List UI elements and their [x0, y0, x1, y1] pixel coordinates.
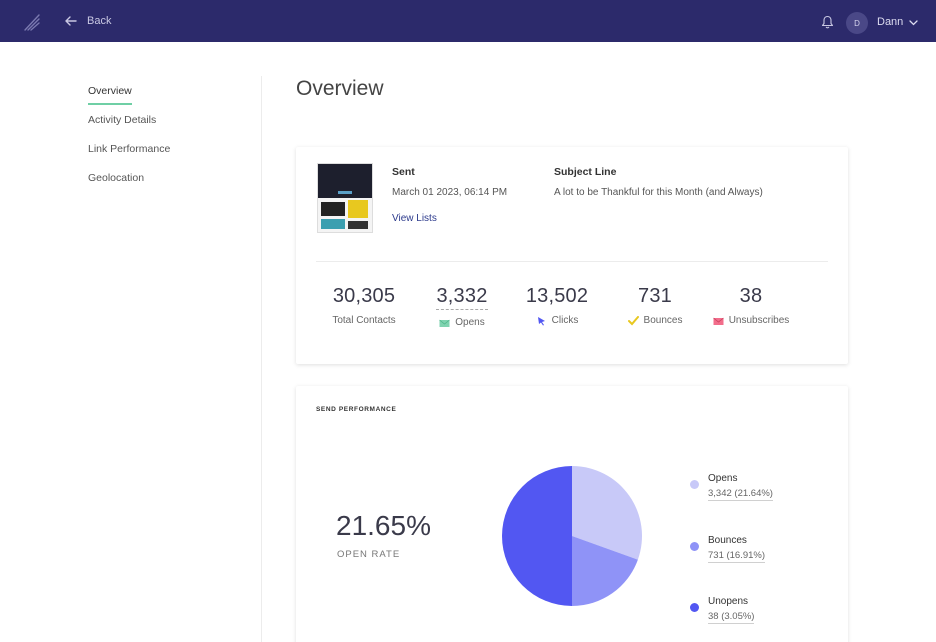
stat-label-row: Unsubscribes	[710, 315, 792, 326]
open-rate-label: OPEN RATE	[337, 549, 401, 560]
stat-label-row: Opens	[434, 317, 490, 328]
stat-total-contacts: 30,305 Total Contacts	[330, 285, 398, 326]
stat-value: 3,332	[436, 285, 488, 310]
legend-value[interactable]: 731 (16.91%)	[708, 550, 766, 563]
thumbnail-button	[338, 191, 352, 194]
bell-icon[interactable]	[821, 15, 834, 29]
sidebar-item-label: Overview	[88, 84, 132, 105]
send-performance-card: SEND PERFORMANCE 21.65% OPEN RATE Opens …	[296, 386, 848, 642]
stat-opens[interactable]: 3,332 Opens	[434, 285, 490, 328]
legend-dot	[690, 542, 699, 551]
sidebar-item-link-performance[interactable]: Link Performance	[88, 142, 170, 171]
back-label: Back	[87, 15, 112, 27]
app-logo-icon[interactable]	[22, 12, 42, 32]
sidebar-divider	[261, 76, 262, 642]
thumbnail-block	[321, 219, 345, 229]
stat-label-row: Clicks	[522, 315, 592, 326]
avatar-initial: D	[854, 18, 860, 28]
sidebar-item-label: Geolocation	[88, 172, 145, 184]
stat-label-row: Bounces	[624, 315, 686, 326]
avatar[interactable]: D	[846, 12, 868, 34]
thumbnail-block	[321, 202, 345, 216]
sidebar-item-overview[interactable]: Overview	[88, 84, 170, 113]
top-navigation-bar: Back D Dann	[0, 0, 936, 42]
pie-slice-bounces[interactable]	[572, 536, 638, 606]
legend-value[interactable]: 3,342 (21.64%)	[708, 488, 773, 501]
stat-value: 38	[739, 285, 763, 307]
legend-name: Opens	[708, 473, 738, 484]
check-icon	[627, 315, 639, 325]
legend-dot	[690, 480, 699, 489]
send-performance-pie-chart	[502, 466, 642, 606]
sidebar-item-label: Link Performance	[88, 143, 171, 155]
stat-unsubscribes: 38 Unsubscribes	[710, 285, 792, 326]
thumbnail-block	[348, 221, 368, 229]
sidebar-item-activity-details[interactable]: Activity Details	[88, 113, 170, 142]
legend-name: Bounces	[708, 535, 747, 546]
stat-label: Total Contacts	[332, 315, 396, 326]
card-divider	[316, 261, 828, 262]
stat-bounces: 731 Bounces	[624, 285, 686, 326]
envelope-x-icon	[712, 317, 724, 325]
arrow-left-icon	[65, 16, 77, 26]
pie-slice-unopens[interactable]	[502, 466, 572, 606]
subject-line-text: A lot to be Thankful for this Month (and…	[554, 187, 763, 198]
user-menu[interactable]: Dann	[877, 16, 918, 28]
sidebar-nav: Overview Activity Details Link Performan…	[88, 84, 170, 200]
sent-label: Sent	[392, 166, 415, 178]
stat-label: Clicks	[551, 315, 579, 326]
campaign-summary-card: Sent March 01 2023, 06:14 PM View Lists …	[296, 147, 848, 364]
cursor-icon	[537, 316, 545, 325]
email-thumbnail[interactable]	[317, 163, 373, 233]
section-title: SEND PERFORMANCE	[316, 406, 397, 413]
view-lists-link[interactable]: View Lists	[392, 213, 437, 224]
stat-label: Opens	[455, 317, 485, 328]
stat-label: Bounces	[643, 315, 683, 326]
stat-value: 731	[638, 285, 672, 307]
stat-value: 30,305	[332, 285, 396, 307]
stat-clicks: 13,502 Clicks	[522, 285, 592, 326]
envelope-icon	[439, 319, 451, 327]
stat-label-row: Total Contacts	[330, 315, 398, 326]
pie-slice-opens[interactable]	[572, 466, 642, 560]
sidebar-item-label: Activity Details	[88, 114, 157, 126]
thumbnail-block	[348, 200, 368, 218]
legend-name: Unopens	[708, 596, 749, 607]
stat-value: 13,502	[525, 285, 589, 307]
sent-date: March 01 2023, 06:14 PM	[392, 187, 508, 198]
user-name: Dann	[877, 16, 904, 28]
page-title: Overview	[296, 77, 384, 100]
subject-line-label: Subject Line	[554, 166, 617, 178]
sidebar-item-geolocation[interactable]: Geolocation	[88, 171, 170, 200]
legend-value[interactable]: 38 (3.05%)	[708, 611, 755, 624]
legend-dot	[690, 603, 699, 612]
chevron-down-icon	[909, 19, 918, 25]
stat-label: Unsubscribes	[728, 315, 790, 326]
open-rate-value: 21.65%	[336, 510, 431, 541]
back-button[interactable]: Back	[64, 14, 111, 28]
